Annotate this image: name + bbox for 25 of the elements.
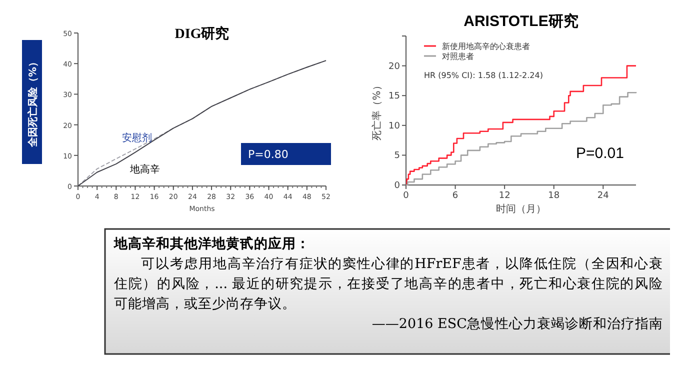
y-tick-label: 15: [388, 92, 400, 102]
text: 可以考虑用地高辛治疗有症状的窦性心律的HFrEF患者，以降低住院（全因和心衰住院）的风险，... 最近的研究提示，在接受了地高辛的患者中，死亡和心衰住院的风险可能增高，或至少尚存争议。: [114, 255, 663, 314]
annotation: HR (95% CI): 1.58 (1.12-2.24): [424, 71, 543, 80]
y-axis-title: 全因死亡风险（%）: [27, 56, 39, 148]
legend-label: 新使用地高辛的心衰患者: [442, 42, 530, 51]
x-tick-label: 12: [498, 191, 510, 201]
text: 地高辛和其他洋地黄甙的应用：: [114, 235, 311, 254]
x-tick-label: 6: [452, 191, 458, 201]
y-axis-title: 死亡率（%）: [371, 80, 383, 140]
annotation: P=0.80: [248, 148, 288, 161]
y-tick-label: 10: [388, 121, 400, 132]
annotation: P=0.01: [576, 145, 624, 162]
series-label: 地高辛: [129, 163, 160, 176]
y-tick-label: 20: [388, 62, 400, 72]
legend-label: 对照患者: [442, 52, 474, 61]
x-tick-label: 24: [597, 191, 610, 201]
series-label: 安慰剂: [122, 132, 152, 144]
y-tick-label: 0: [394, 181, 400, 191]
text: ——2016 ESC急慢性心力衰竭诊断和治疗指南: [370, 315, 663, 334]
x-axis-title: 时间（月）: [496, 203, 546, 215]
y-tick-label: 5: [394, 151, 400, 162]
chart-title: ARISTOTLE研究: [464, 12, 578, 30]
chart-title: DIG研究: [174, 25, 230, 42]
x-tick-label: 18: [548, 191, 560, 201]
x-tick-label: 0: [403, 191, 410, 201]
